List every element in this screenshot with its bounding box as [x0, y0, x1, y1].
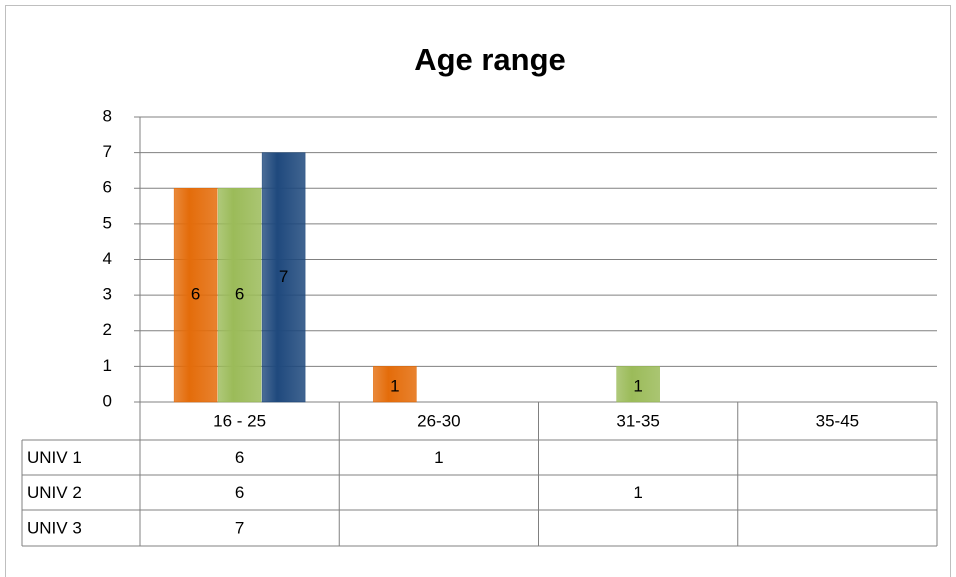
y-tick-label: 0	[103, 391, 112, 410]
x-tick-label: 26-30	[417, 411, 460, 430]
y-tick-label: 6	[103, 178, 112, 197]
x-tick-label: 35-45	[816, 411, 859, 430]
x-tick-label: 31-35	[616, 411, 659, 430]
chart-border	[5, 5, 951, 577]
bar	[373, 366, 417, 403]
table-cell: 6	[235, 483, 244, 502]
y-tick-label: 1	[103, 356, 112, 375]
y-tick-label: 8	[103, 106, 112, 125]
y-tick-label: 4	[103, 249, 112, 268]
table-cell: 6	[235, 448, 244, 467]
data-label: 6	[235, 285, 244, 304]
y-tick-label: 2	[103, 320, 112, 339]
y-tick-label: 7	[103, 142, 112, 161]
table-cell: 1	[633, 483, 642, 502]
table-row-label: UNIV 1	[27, 448, 82, 467]
y-tick-label: 3	[103, 285, 112, 304]
x-tick-label: 16 - 25	[213, 411, 266, 430]
bar	[173, 188, 218, 403]
bar	[261, 152, 306, 403]
data-label: 6	[191, 285, 200, 304]
table-cell: 1	[434, 448, 443, 467]
bar	[616, 366, 660, 403]
table-cell: 7	[235, 518, 244, 537]
table-row-label: UNIV 2	[27, 483, 82, 502]
table-row-label: UNIV 3	[27, 518, 82, 537]
y-tick-label: 5	[103, 213, 112, 232]
bar	[217, 188, 262, 403]
chart-title: Age range	[414, 42, 566, 77]
data-label: 1	[633, 377, 642, 396]
data-label: 7	[279, 267, 288, 286]
data-label: 1	[390, 377, 399, 396]
